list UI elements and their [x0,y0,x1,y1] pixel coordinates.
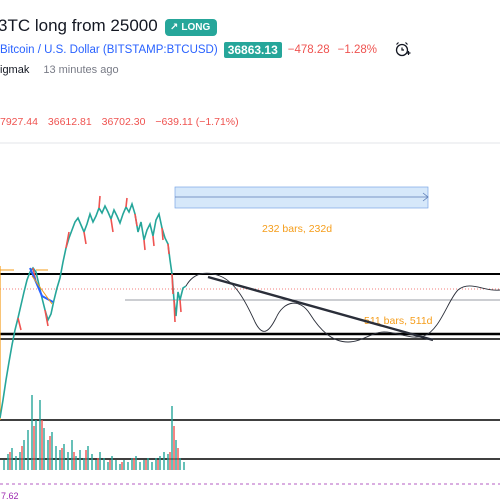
long-badge-label: LONG [181,22,211,33]
last-price-badge: 36863.13 [223,42,282,58]
price-change: −478.28 [287,44,330,56]
candlestick-series [0,195,187,419]
date-range-arrowhead [422,192,429,202]
author-row: igmak 13 minutes ago [0,64,119,76]
ohlc-low: 36612.81 [47,116,92,128]
date-range-box[interactable] [174,186,429,209]
ohlc-close: 36702.30 [101,116,146,128]
arrow-up-right-icon: ↗ [170,21,179,33]
ohlc-change: −639.11 (−1.71%) [155,116,239,128]
trend-line[interactable] [207,275,434,342]
bars-pattern-projection[interactable] [185,272,500,343]
ohlc-open: 7927.44 [0,116,38,128]
idea-title: 3TC long from 25000 [0,16,158,35]
symbol-row: Bitcoin / U.S. Dollar (BITSTAMP:BTCUSD) … [0,42,377,58]
volume-bars [3,395,185,470]
idea-header: 3TC long from 25000 ↗ LONG Bitcoin / U.S… [0,0,500,140]
range-label-511: 511 bars, 511d [364,315,433,327]
price-change-percent: −1.28% [337,44,377,56]
scale-value-label: 7.62 [1,491,19,501]
published-time: 13 minutes ago [43,64,119,76]
range-label-232: 232 bars, 232d [262,223,332,235]
pattern-drawing[interactable] [31,269,53,305]
author-name[interactable]: igmak [0,64,30,76]
alarm-clock-plus-icon[interactable] [393,40,411,58]
long-badge: ↗ LONG [165,19,218,36]
symbol-link[interactable]: Bitcoin / U.S. Dollar (BITSTAMP:BTCUSD) [0,44,218,56]
ohlc-legend: 7927.44 36612.81 36702.30 −639.11 (−1.71… [0,116,246,128]
